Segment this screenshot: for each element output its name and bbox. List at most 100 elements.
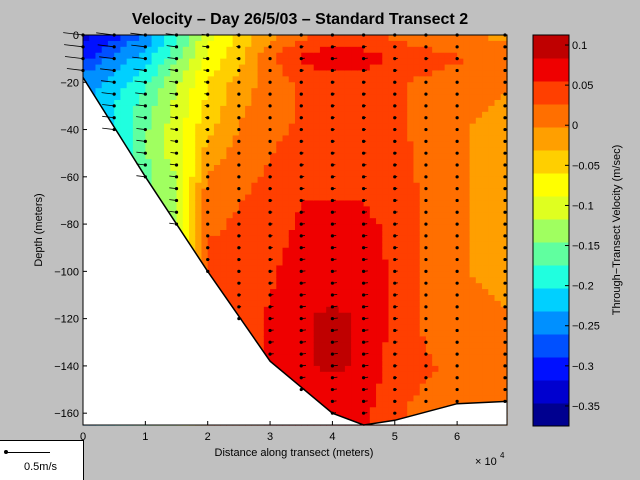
velocity-cell — [282, 200, 290, 207]
velocity-cell — [463, 70, 471, 77]
velocity-cell — [376, 165, 383, 172]
velocity-cell — [319, 40, 327, 48]
arrow-origin-dot — [424, 45, 428, 49]
velocity-cell — [425, 277, 433, 284]
velocity-cell — [251, 94, 259, 101]
velocity-cell — [432, 40, 440, 48]
velocity-cell — [319, 318, 327, 326]
velocity-cell — [276, 46, 284, 54]
velocity-cell — [438, 318, 446, 326]
velocity-cell — [376, 147, 383, 154]
velocity-cell — [425, 324, 433, 332]
velocity-cell — [488, 35, 496, 42]
velocity-cell — [394, 271, 402, 278]
velocity-cell — [195, 176, 203, 184]
velocity-cell — [276, 348, 284, 355]
velocity-cell — [313, 111, 321, 119]
velocity-cell — [313, 395, 321, 402]
velocity-cell — [301, 129, 309, 137]
velocity-cell — [401, 64, 408, 72]
velocity-cell — [313, 336, 321, 343]
velocity-cell — [95, 82, 103, 89]
velocity-cell — [288, 342, 296, 349]
velocity-cell — [357, 283, 365, 290]
velocity-cell — [401, 259, 408, 267]
velocity-cell — [344, 348, 352, 355]
velocity-cell — [432, 135, 440, 142]
velocity-cell — [338, 218, 346, 225]
velocity-cell — [295, 35, 302, 42]
velocity-cell — [419, 46, 427, 54]
velocity-cell — [482, 129, 489, 137]
velocity-cell — [226, 76, 234, 83]
velocity-cell — [319, 283, 327, 290]
velocity-cell — [288, 295, 296, 302]
velocity-cell — [307, 135, 315, 142]
velocity-cell — [288, 271, 296, 278]
velocity-cell — [170, 35, 178, 42]
velocity-arrows — [63, 32, 507, 415]
velocity-cell — [332, 70, 340, 77]
velocity-cell — [176, 117, 184, 125]
velocity-cell — [388, 194, 396, 202]
velocity-cell — [419, 383, 427, 391]
velocity-cell — [89, 76, 97, 83]
velocity-cell — [313, 354, 321, 361]
velocity-cell — [425, 360, 433, 367]
velocity-cell — [238, 300, 246, 308]
velocity-cell — [425, 230, 433, 237]
velocity-cell — [164, 52, 171, 60]
velocity-cell — [207, 194, 215, 202]
velocity-cell — [401, 111, 408, 119]
velocity-cell — [332, 218, 340, 225]
velocity-cell — [344, 123, 352, 131]
velocity-cell — [238, 247, 246, 255]
velocity-cell — [295, 182, 302, 190]
velocity-cell — [363, 413, 371, 420]
velocity-cell — [232, 277, 240, 284]
velocity-cell — [326, 129, 334, 137]
velocity-cell — [288, 182, 296, 190]
velocity-cell — [432, 141, 440, 148]
velocity-cell — [157, 100, 165, 107]
velocity-cell — [301, 58, 309, 66]
velocity-cell — [295, 306, 302, 314]
velocity-cell — [438, 129, 446, 137]
velocity-cell — [488, 230, 496, 237]
velocity-cell — [363, 212, 371, 219]
velocity-cell — [220, 141, 228, 148]
velocity-cell — [232, 52, 240, 60]
velocity-cell — [282, 230, 290, 237]
velocity-cell — [407, 194, 415, 202]
velocity-cell — [357, 342, 365, 349]
velocity-cell — [182, 129, 190, 137]
velocity-cell — [276, 105, 284, 113]
velocity-cell — [295, 230, 302, 237]
velocity-cell — [232, 165, 240, 172]
velocity-cell — [488, 88, 496, 95]
velocity-cell — [357, 188, 365, 196]
velocity-cell — [463, 206, 471, 213]
velocity-cell — [276, 354, 284, 361]
velocity-cell — [332, 295, 340, 302]
velocity-cell — [89, 46, 97, 54]
velocity-cell — [220, 289, 228, 296]
velocity-cell — [432, 105, 440, 113]
velocity-cell — [401, 52, 408, 60]
velocity-cell — [376, 324, 383, 332]
velocity-cell — [107, 117, 115, 125]
velocity-cell — [351, 360, 358, 367]
velocity-cell — [257, 52, 265, 60]
velocity-cell — [263, 129, 271, 137]
velocity-cell — [369, 176, 377, 184]
velocity-cell — [195, 182, 203, 190]
velocity-cell — [475, 176, 483, 184]
velocity-arrow — [301, 376, 306, 379]
velocity-cell — [282, 277, 290, 284]
velocity-cell — [444, 401, 452, 408]
velocity-cell — [432, 312, 440, 320]
velocity-cell — [220, 170, 228, 178]
velocity-cell — [270, 117, 277, 125]
velocity-cell — [270, 306, 277, 314]
